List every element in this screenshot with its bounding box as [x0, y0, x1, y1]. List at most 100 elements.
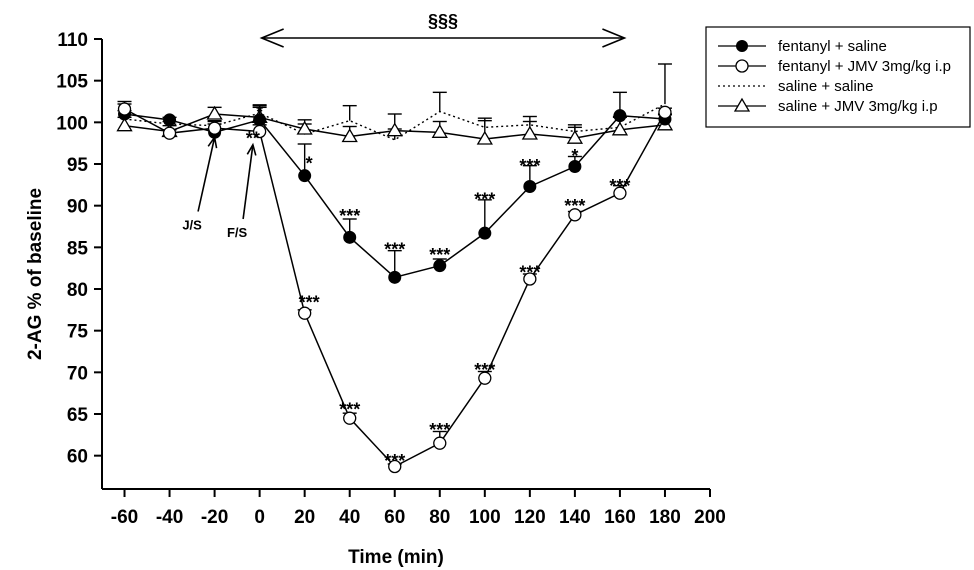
- significance-mark: ***: [474, 189, 495, 209]
- data-point: [433, 436, 447, 450]
- x-tick-label: 200: [694, 507, 726, 528]
- annotation-arrowhead: [246, 142, 257, 156]
- x-tick-label: 180: [649, 507, 681, 528]
- significance-mark: ***: [564, 196, 585, 216]
- legend-item: fentanyl + saline: [718, 38, 887, 55]
- significance-mark: ***: [429, 245, 450, 265]
- data-point: [566, 129, 584, 144]
- axes: 60 65 70 75 80 85 90 95 100 105 110 -60 -40 -20 0 20 40 6…: [56, 30, 726, 528]
- legend-item: fentanyl + JMV 3mg/kg i.p: [718, 58, 951, 75]
- x-tick-label: -40: [156, 507, 183, 528]
- data-point: [388, 270, 402, 284]
- data-point: [478, 371, 492, 385]
- bracket-arrowhead-left: [259, 28, 284, 48]
- injection-annotations: J/S F/S: [182, 135, 257, 240]
- data-point: [116, 117, 133, 132]
- x-tick-label: 160: [604, 507, 636, 528]
- series-1: [117, 100, 672, 474]
- legend-marker: [736, 40, 748, 52]
- data-point: [386, 122, 403, 137]
- data-point: [343, 230, 357, 244]
- data-point: [568, 160, 582, 173]
- x-tick-label: 60: [384, 507, 405, 528]
- legend-item: saline + JMV 3mg/kg i.p: [718, 97, 938, 115]
- data-point: [658, 105, 672, 119]
- significance-mark: ***: [384, 451, 405, 471]
- data-point: [206, 105, 223, 120]
- legend-label: fentanyl + saline: [778, 38, 887, 55]
- significance-mark: ***: [474, 360, 495, 380]
- x-tick-label: 100: [469, 507, 501, 528]
- significance-mark: *: [256, 102, 263, 122]
- significance-mark: ***: [609, 176, 630, 196]
- data-point: [163, 113, 177, 127]
- data-point: [521, 125, 538, 140]
- data-point: [388, 459, 402, 474]
- y-tick-label: 85: [67, 238, 89, 259]
- x-tick-label: 120: [514, 507, 546, 528]
- y-tick-label: 80: [67, 280, 88, 301]
- y-tick-label: 60: [67, 447, 88, 468]
- x-tick-label: 40: [339, 507, 360, 528]
- annotation-arrowhead: [207, 135, 218, 149]
- data-point: [611, 121, 629, 136]
- significance-mark: ***: [384, 239, 405, 259]
- data-point: [207, 121, 222, 135]
- y-tick-label: 100: [56, 113, 88, 134]
- x-axis-title: Time (min): [348, 547, 444, 568]
- data-point: [341, 128, 358, 143]
- x-tick-label: -20: [201, 507, 228, 528]
- significance-mark: ***: [339, 399, 360, 419]
- data-point: [523, 180, 537, 193]
- x-tick-label: 80: [429, 507, 450, 528]
- significance-bracket: §§§: [259, 11, 627, 48]
- data-point: [162, 126, 177, 140]
- x-tick-label: 140: [559, 507, 591, 528]
- series-line: [124, 108, 666, 468]
- legend-marker: [735, 59, 749, 73]
- annotation-label: J/S: [182, 218, 202, 233]
- data-point: [478, 226, 492, 240]
- data-point: [613, 109, 627, 123]
- y-tick-label: 90: [67, 197, 88, 218]
- significance-mark: ***: [429, 420, 450, 440]
- data-point: [431, 124, 448, 138]
- x-tick-label: 20: [294, 507, 315, 528]
- y-tick-label: 75: [67, 322, 89, 343]
- legend-label: fentanyl + JMV 3mg/kg i.p: [778, 58, 951, 75]
- annotation-arrow: [242, 144, 254, 220]
- data-point: [252, 124, 267, 139]
- data-point: [117, 102, 132, 116]
- y-tick-label: 110: [57, 30, 88, 51]
- data-point: [523, 272, 537, 286]
- y-tick-label: 95: [67, 155, 89, 176]
- legend-label: saline + JMV 3mg/kg i.p: [778, 98, 938, 115]
- y-tick-label: 70: [67, 363, 88, 384]
- x-tick-label: 0: [254, 507, 265, 528]
- y-axis-title: 2-AG % of baseline: [25, 188, 46, 360]
- significance-mark: ***: [339, 206, 360, 226]
- annotation-arrow: [197, 137, 216, 212]
- legend: fentanyl + saline fentanyl + JMV 3mg/kg i…: [705, 26, 971, 128]
- data-point: [296, 120, 313, 135]
- x-tick-label: -60: [111, 507, 138, 528]
- significance-mark: ***: [299, 293, 320, 313]
- data-point: [343, 411, 357, 425]
- significance-mark: **: [246, 129, 260, 149]
- legend-box: [705, 26, 971, 128]
- data-point: [568, 208, 582, 222]
- annotation-label: F/S: [227, 225, 248, 240]
- legend-item: saline + saline: [718, 78, 873, 95]
- bracket-arrowhead-right: [602, 28, 627, 48]
- data-point: [298, 169, 312, 183]
- significance-mark: *: [306, 154, 313, 174]
- significance-mark: *: [571, 146, 578, 166]
- significance-mark: ***: [519, 156, 540, 176]
- legend-marker: [733, 97, 751, 112]
- bracket-label: §§§: [428, 11, 458, 31]
- legend-label: saline + saline: [778, 78, 873, 95]
- significance-mark: ***: [519, 263, 540, 283]
- data-point: [298, 306, 312, 320]
- data-point: [433, 259, 447, 273]
